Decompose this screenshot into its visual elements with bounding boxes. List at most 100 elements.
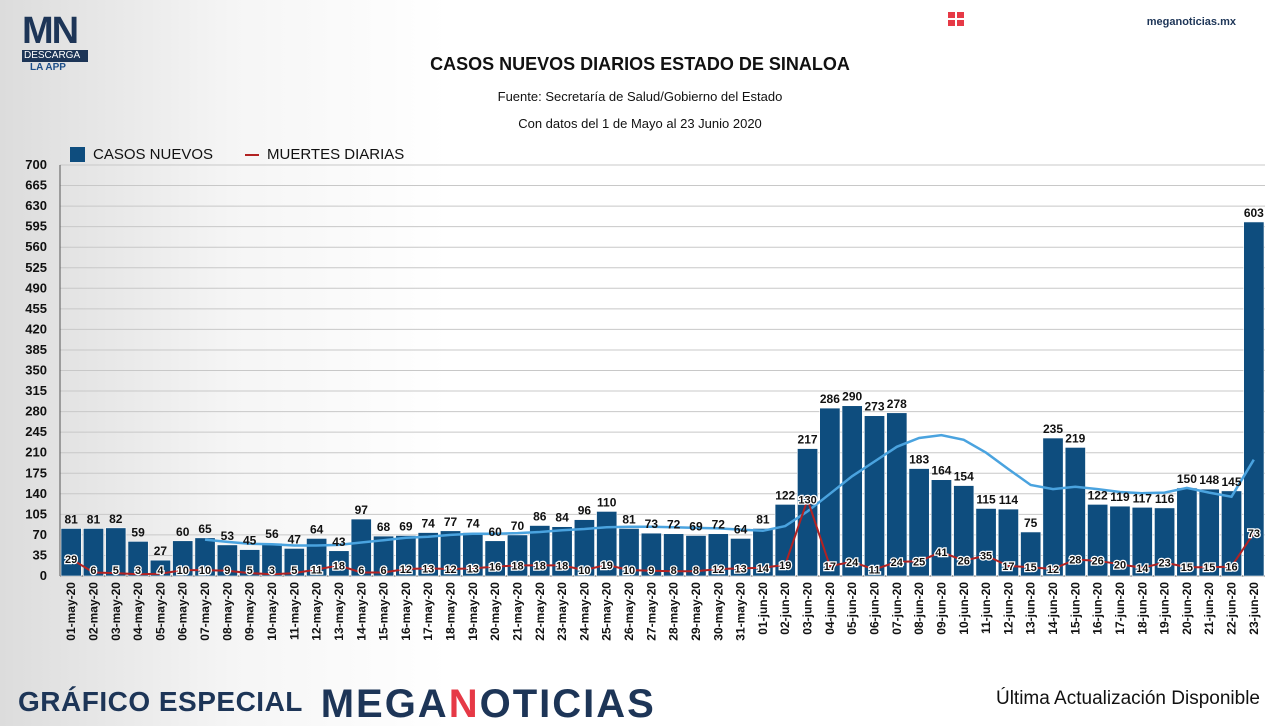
x-tick-label: 21-jun-20: [1202, 582, 1216, 635]
legend-swatch-deaths: [245, 153, 260, 156]
bar: [573, 519, 595, 577]
death-value-label: 3: [269, 565, 275, 577]
bar-value-label: 81: [87, 512, 101, 526]
bar-value-label: 43: [332, 535, 346, 549]
bar: [60, 528, 82, 577]
x-tick-label: 19-jun-20: [1158, 582, 1172, 635]
x-tick-label: 04-jun-20: [823, 582, 837, 635]
bar: [640, 532, 662, 577]
bar: [350, 518, 372, 577]
death-value-label: 15: [1181, 562, 1193, 574]
bar-value-label: 235: [1043, 422, 1063, 436]
death-value-label: 19: [779, 560, 791, 572]
death-value-label: 24: [846, 557, 859, 569]
chart-subtitle-2: Con datos del 1 de Mayo al 23 Junio 2020: [518, 116, 762, 131]
bar: [172, 540, 194, 577]
x-tick-label: 22-may-20: [533, 582, 547, 641]
bar: [663, 533, 685, 577]
bar-value-label: 60: [176, 525, 190, 539]
x-tick-label: 11-jun-20: [979, 582, 993, 634]
bar-value-label: 96: [578, 504, 592, 518]
bar: [105, 527, 127, 577]
bar: [328, 550, 350, 577]
bar: [752, 528, 774, 577]
y-tick-label: 525: [25, 260, 47, 275]
bar-value-label: 81: [622, 512, 636, 526]
bar-value-label: 60: [488, 525, 502, 539]
x-tick-label: 02-may-20: [86, 582, 100, 641]
x-tick-label: 21-may-20: [510, 582, 524, 641]
bar-value-label: 64: [734, 522, 748, 536]
x-tick-label: 29-may-20: [689, 582, 703, 641]
bar-value-label: 59: [131, 525, 145, 539]
site-url[interactable]: meganoticias.mx: [1146, 16, 1236, 28]
x-tick-label: 14-jun-20: [1046, 582, 1060, 635]
legend-label-deaths: MUERTES DIARIAS: [267, 146, 405, 163]
bar-value-label: 75: [1024, 516, 1038, 530]
y-tick-label: 630: [25, 198, 47, 213]
death-value-label: 18: [333, 560, 345, 572]
footer-brand-name: MEGANOTICIAS: [320, 682, 656, 726]
bar-value-label: 47: [288, 532, 302, 546]
bar-value-label: 183: [909, 453, 929, 467]
bar-value-label: 603: [1244, 206, 1264, 220]
bar-value-label: 70: [511, 519, 525, 533]
death-value-label: 4: [157, 565, 164, 577]
bar-value-label: 82: [109, 512, 123, 526]
x-tick-label: 06-jun-20: [867, 582, 881, 635]
death-value-label: 10: [199, 565, 211, 577]
death-value-label: 17: [824, 561, 836, 573]
bar: [1221, 490, 1242, 577]
x-tick-label: 15-jun-20: [1068, 582, 1082, 635]
y-tick-label: 245: [25, 424, 47, 439]
bar-value-label: 81: [64, 512, 78, 526]
bar-value-label: 117: [1133, 491, 1153, 505]
bar-value-label: 65: [198, 522, 212, 536]
death-value-label: 16: [1225, 562, 1237, 574]
death-value-label: 18: [534, 560, 546, 572]
death-value-label: 11: [311, 565, 323, 577]
bar-value-label: 74: [422, 517, 436, 531]
death-value-label: 5: [113, 565, 119, 577]
death-value-label: 35: [980, 550, 992, 562]
x-tick-label: 23-jun-20: [1247, 582, 1261, 635]
footer-update-label: Última Actualización Disponible: [995, 688, 1260, 709]
bar: [1087, 504, 1109, 577]
x-tick-label: 12-jun-20: [1001, 582, 1015, 635]
bar-value-label: 86: [533, 510, 547, 524]
bar-value-label: 64: [310, 522, 324, 536]
bar-value-label: 273: [864, 400, 884, 414]
chart-legend: CASOS NUEVOS MUERTES DIARIAS: [70, 146, 404, 163]
death-value-label: 23: [1158, 557, 1170, 569]
x-tick-label: 19-may-20: [466, 582, 480, 641]
bar-value-label: 56: [265, 527, 279, 541]
y-tick-label: 140: [25, 486, 47, 501]
bar: [529, 525, 551, 577]
trend-line: [204, 433, 1255, 547]
death-value-label: 41: [935, 547, 947, 559]
death-value-label: 5: [291, 565, 297, 577]
bar-value-label: 154: [954, 470, 974, 484]
death-value-label: 5: [247, 565, 253, 577]
x-tick-label: 14-may-20: [354, 582, 368, 641]
death-value-label: 18: [556, 560, 568, 572]
death-value-label: 10: [623, 565, 635, 577]
x-tick-label: 03-may-20: [109, 582, 123, 641]
bar: [953, 485, 975, 577]
y-tick-label: 175: [25, 465, 47, 480]
bar: [908, 468, 930, 577]
x-tick-label: 08-may-20: [220, 582, 234, 641]
meganoticias-logo[interactable]: MN DESCARGA LA APP: [22, 12, 88, 73]
bar-value-label: 116: [1155, 492, 1175, 506]
y-tick-label: 455: [25, 301, 47, 316]
y-tick-label: 105: [25, 506, 47, 521]
bar-value-label: 119: [1110, 490, 1130, 504]
x-tick-label: 16-may-20: [399, 582, 413, 641]
y-tick-label: 350: [25, 363, 47, 378]
y-tick-label: 280: [25, 404, 47, 419]
bar: [283, 548, 305, 577]
death-value-label: 29: [65, 554, 77, 566]
death-value-label: 28: [1069, 555, 1081, 567]
death-value-label: 19: [601, 560, 613, 572]
bar-value-label: 84: [555, 511, 569, 525]
